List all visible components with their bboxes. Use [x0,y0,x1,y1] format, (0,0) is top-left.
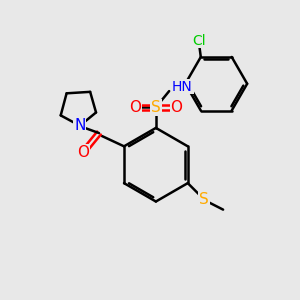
Text: N: N [74,118,85,133]
Text: O: O [170,100,182,115]
Text: Cl: Cl [193,34,206,48]
Text: S: S [151,100,161,115]
Text: S: S [199,192,209,207]
Text: HN: HN [172,80,193,94]
Text: O: O [77,145,89,160]
Text: O: O [129,100,141,115]
